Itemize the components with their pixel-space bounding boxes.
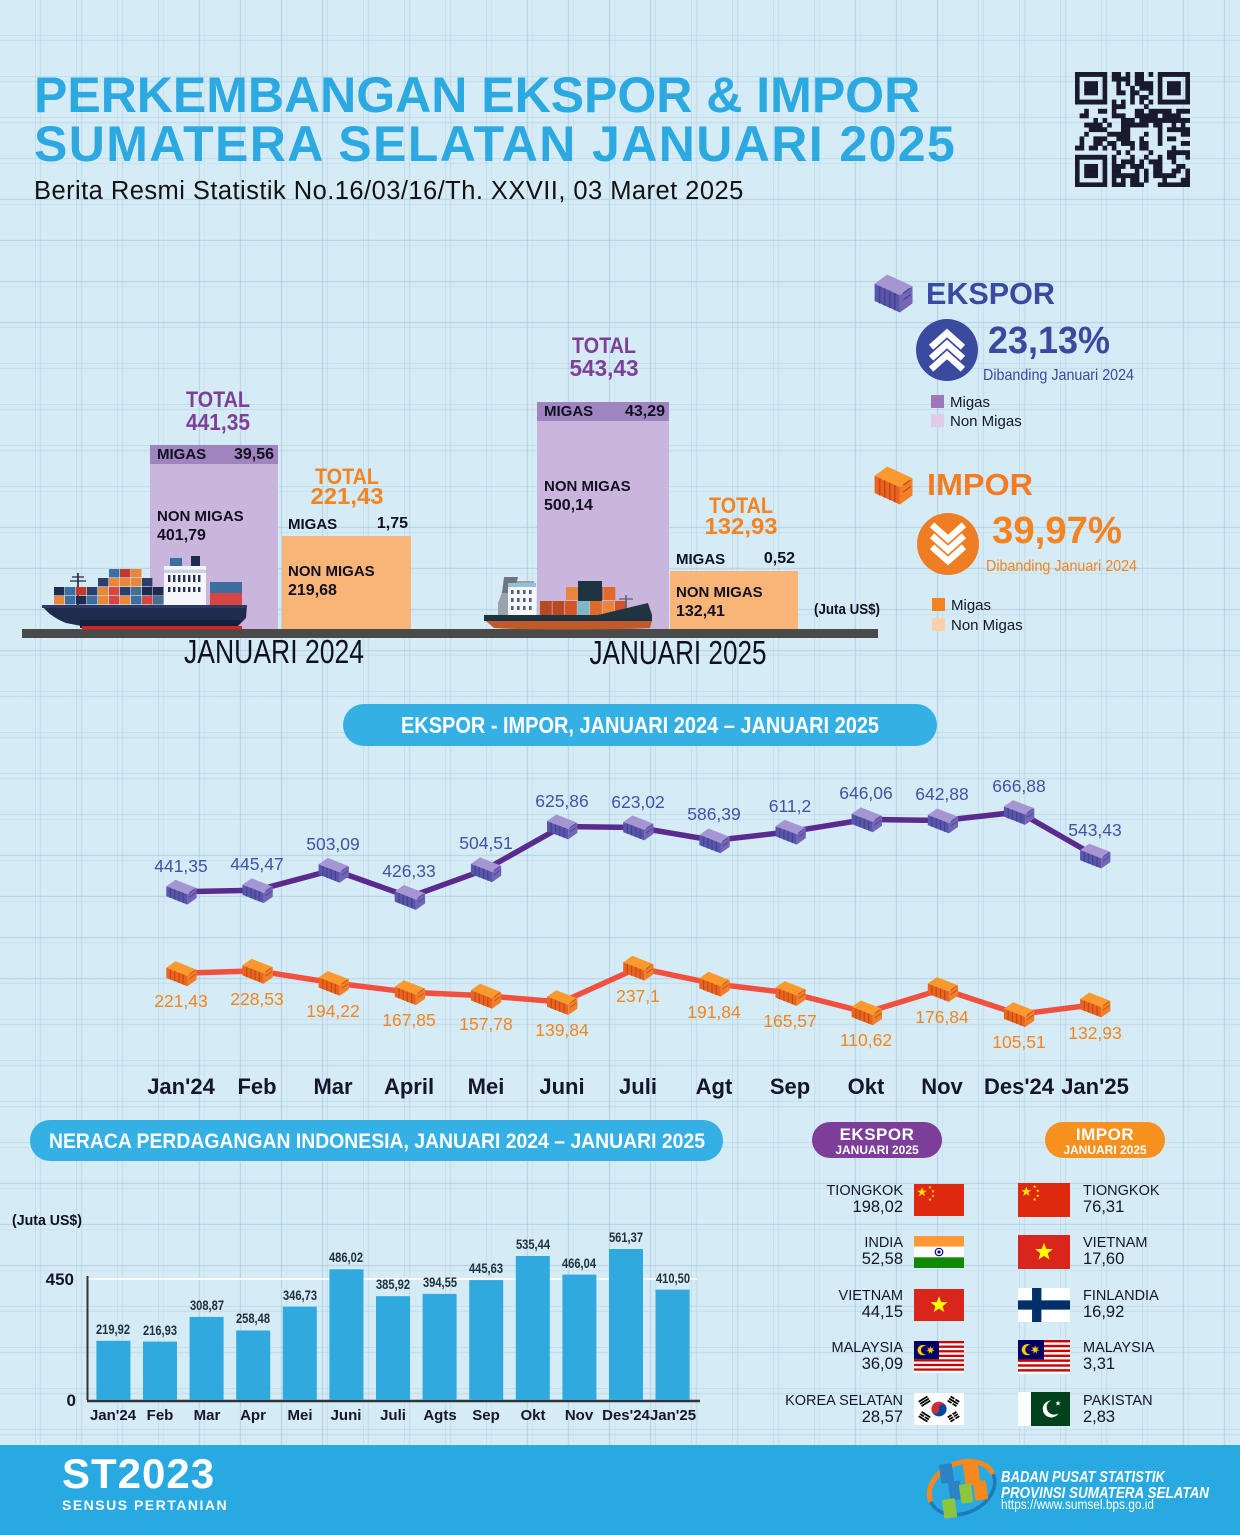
- svg-text:Non Migas: Non Migas: [950, 413, 1022, 430]
- svg-text:308,87: 308,87: [190, 1297, 224, 1313]
- svg-text:441,35: 441,35: [154, 856, 208, 876]
- svg-text:23,13%: 23,13%: [988, 320, 1110, 362]
- svg-text:Jan'24: Jan'24: [90, 1407, 137, 1424]
- svg-text:TOTAL: TOTAL: [709, 493, 773, 518]
- svg-text:https://www.sumsel.bps.go.id: https://www.sumsel.bps.go.id: [1001, 1496, 1154, 1512]
- svg-text:PROVINSI SUMATERA SELATAN: PROVINSI SUMATERA SELATAN: [1001, 1485, 1209, 1502]
- svg-text:Agts: Agts: [423, 1407, 456, 1424]
- svg-text:219,92: 219,92: [96, 1321, 130, 1337]
- svg-text:426,33: 426,33: [382, 861, 436, 881]
- svg-text:139,84: 139,84: [535, 1020, 589, 1040]
- svg-text:157,78: 157,78: [459, 1014, 513, 1034]
- svg-text:Jan'24: Jan'24: [147, 1074, 215, 1099]
- svg-text:Juli: Juli: [380, 1407, 406, 1424]
- svg-text:JANUARI 2024: JANUARI 2024: [184, 633, 364, 670]
- svg-text:Mar: Mar: [194, 1407, 221, 1424]
- svg-text:Jan'25: Jan'25: [1061, 1074, 1129, 1099]
- svg-text:410,50: 410,50: [656, 1270, 690, 1286]
- svg-text:Dibanding Januari 2024: Dibanding Januari 2024: [983, 367, 1134, 384]
- svg-text:441,35: 441,35: [186, 409, 250, 435]
- svg-text:543,43: 543,43: [1068, 820, 1122, 840]
- svg-text:IMPOR: IMPOR: [927, 467, 1033, 502]
- svg-text:176,84: 176,84: [915, 1007, 969, 1027]
- svg-text:258,48: 258,48: [236, 1310, 270, 1326]
- svg-text:503,09: 503,09: [306, 834, 360, 854]
- svg-text:486,02: 486,02: [329, 1249, 363, 1265]
- svg-text:Dibanding Januari 2024: Dibanding Januari 2024: [986, 558, 1137, 575]
- svg-text:Nov: Nov: [921, 1074, 963, 1099]
- svg-text:221,43: 221,43: [311, 483, 384, 509]
- svg-text:Feb: Feb: [237, 1074, 276, 1099]
- svg-text:543,43: 543,43: [570, 355, 639, 381]
- svg-text:EKSPOR - IMPOR, JANUARI 2024 –: EKSPOR - IMPOR, JANUARI 2024 – JANUARI 2…: [401, 712, 879, 738]
- svg-text:Nov: Nov: [565, 1407, 594, 1424]
- svg-text:642,88: 642,88: [915, 784, 969, 804]
- svg-text:TOTAL: TOTAL: [572, 333, 636, 358]
- svg-text:445,63: 445,63: [469, 1260, 503, 1276]
- svg-text:466,04: 466,04: [562, 1255, 596, 1271]
- svg-text:445,47: 445,47: [230, 854, 284, 874]
- svg-text:346,73: 346,73: [283, 1287, 317, 1303]
- svg-text:Des'24: Des'24: [984, 1074, 1055, 1099]
- svg-text:NERACA PERDAGANGAN INDONESIA,: NERACA PERDAGANGAN INDONESIA, JANUARI 20…: [49, 1130, 705, 1153]
- svg-text:Feb: Feb: [147, 1407, 174, 1424]
- svg-text:Jan'25: Jan'25: [650, 1407, 696, 1424]
- svg-text:110,62: 110,62: [840, 1030, 892, 1050]
- svg-text:Mar: Mar: [313, 1074, 353, 1099]
- svg-text:394,55: 394,55: [423, 1274, 457, 1290]
- svg-text:Mei: Mei: [287, 1407, 312, 1424]
- svg-text:Mei: Mei: [468, 1074, 505, 1099]
- svg-text:167,85: 167,85: [382, 1010, 436, 1030]
- svg-text:JANUARI 2025: JANUARI 2025: [590, 634, 767, 671]
- svg-text:221,43: 221,43: [154, 991, 208, 1011]
- svg-text:132,93: 132,93: [1068, 1023, 1122, 1043]
- svg-text:TOTAL: TOTAL: [186, 387, 250, 412]
- svg-text:April: April: [384, 1074, 434, 1099]
- svg-text:Sep: Sep: [472, 1407, 500, 1424]
- svg-text:194,22: 194,22: [306, 1001, 360, 1021]
- svg-text:561,37: 561,37: [609, 1229, 643, 1245]
- svg-text:39,97%: 39,97%: [992, 510, 1122, 552]
- svg-text:586,39: 586,39: [687, 804, 741, 824]
- svg-text:Sep: Sep: [770, 1074, 810, 1099]
- svg-text:Juni: Juni: [539, 1074, 584, 1099]
- svg-text:Non Migas: Non Migas: [951, 617, 1023, 634]
- svg-text:Des'24: Des'24: [602, 1407, 650, 1424]
- svg-text:Migas: Migas: [950, 394, 990, 411]
- svg-text:BADAN PUSAT STATISTIK: BADAN PUSAT STATISTIK: [1001, 1469, 1166, 1486]
- svg-text:TOTAL: TOTAL: [315, 464, 379, 489]
- svg-text:216,93: 216,93: [143, 1322, 177, 1338]
- svg-text:623,02: 623,02: [611, 792, 665, 812]
- svg-text:EKSPOR: EKSPOR: [926, 276, 1055, 311]
- svg-text:611,2: 611,2: [769, 796, 812, 816]
- svg-text:Juli: Juli: [619, 1074, 657, 1099]
- svg-text:Agt: Agt: [696, 1074, 733, 1099]
- svg-text:666,88: 666,88: [992, 776, 1046, 796]
- svg-text:646,06: 646,06: [839, 783, 893, 803]
- svg-text:165,57: 165,57: [763, 1011, 817, 1031]
- svg-text:105,51: 105,51: [992, 1032, 1046, 1052]
- svg-text:385,92: 385,92: [376, 1276, 410, 1292]
- svg-text:191,84: 191,84: [687, 1002, 741, 1022]
- svg-text:Juni: Juni: [331, 1407, 362, 1424]
- svg-text:Migas: Migas: [951, 597, 991, 614]
- svg-text:Okt: Okt: [520, 1407, 545, 1424]
- svg-text:Okt: Okt: [848, 1074, 885, 1099]
- svg-text:228,53: 228,53: [230, 989, 284, 1009]
- svg-text:625,86: 625,86: [535, 791, 589, 811]
- svg-text:132,93: 132,93: [705, 513, 778, 539]
- svg-text:Apr: Apr: [240, 1407, 266, 1424]
- svg-text:(Juta US$): (Juta US$): [814, 601, 880, 618]
- svg-text:450: 450: [46, 1270, 74, 1289]
- svg-text:535,44: 535,44: [516, 1236, 550, 1252]
- svg-text:0: 0: [67, 1391, 76, 1410]
- svg-text:237,1: 237,1: [616, 986, 660, 1006]
- svg-text:(Juta US$): (Juta US$): [12, 1212, 82, 1229]
- svg-text:504,51: 504,51: [459, 833, 513, 853]
